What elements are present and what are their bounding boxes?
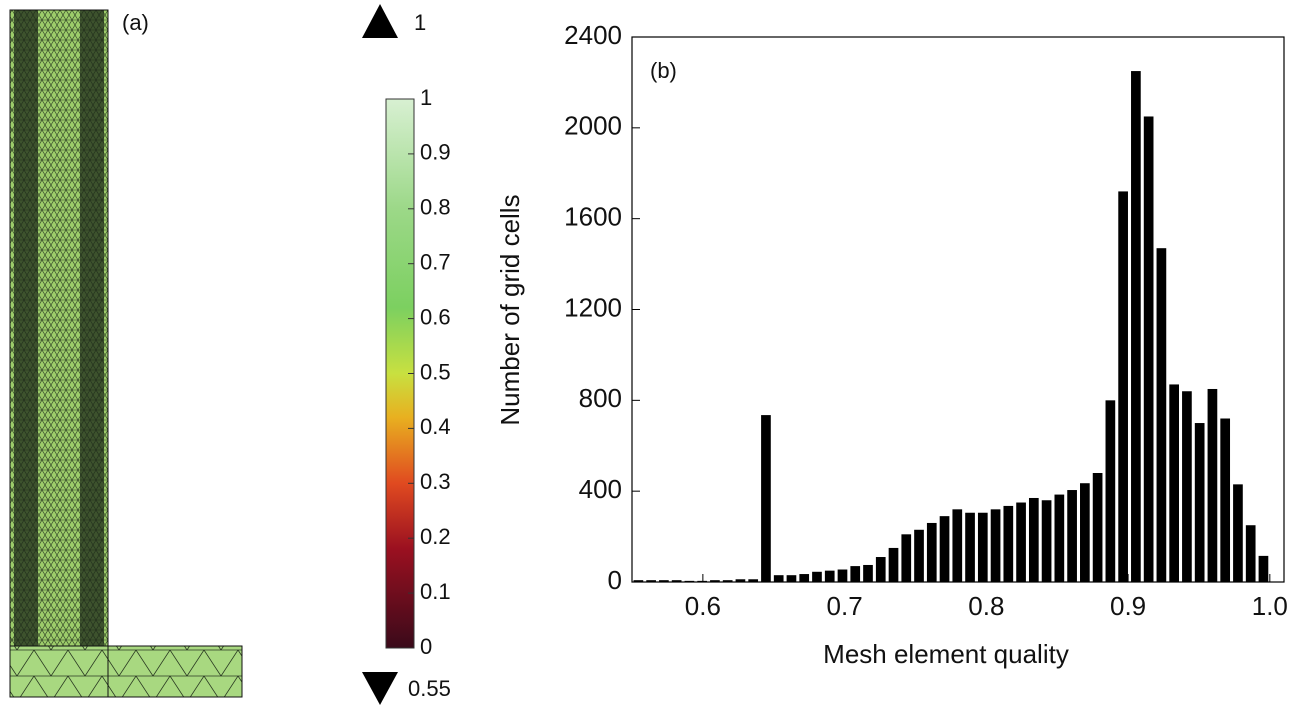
bar bbox=[773, 575, 784, 582]
bar bbox=[786, 575, 797, 582]
bar bbox=[926, 522, 937, 582]
x-tick-label: 0.9 bbox=[1110, 591, 1146, 621]
bar bbox=[1207, 388, 1218, 582]
bar bbox=[659, 580, 669, 582]
mesh-image bbox=[9, 9, 243, 698]
bar bbox=[710, 580, 720, 582]
bar bbox=[722, 580, 733, 582]
bar bbox=[1041, 500, 1052, 582]
colorbar-tick-label: 0.3 bbox=[420, 469, 451, 494]
colorbar-tick-label: 0.6 bbox=[420, 304, 451, 329]
bar bbox=[1028, 497, 1039, 582]
bar bbox=[1245, 525, 1256, 582]
bar bbox=[977, 512, 988, 582]
colorbar-tick-label: 0.8 bbox=[420, 195, 451, 220]
x-tick-label: 1.0 bbox=[1252, 591, 1288, 621]
colorbar-tick-label: 0.9 bbox=[420, 140, 451, 165]
bar bbox=[1016, 502, 1026, 582]
bar bbox=[761, 415, 771, 582]
bar bbox=[1220, 418, 1231, 582]
min-label: 0.55 bbox=[408, 676, 451, 701]
bar bbox=[1182, 391, 1192, 582]
bar bbox=[990, 509, 1001, 582]
colorbar-tick-label: 0.7 bbox=[420, 250, 451, 275]
bar bbox=[633, 580, 644, 582]
max-label: 1 bbox=[414, 10, 426, 35]
x-axis-label: Mesh element quality bbox=[823, 639, 1069, 669]
bar bbox=[824, 570, 835, 582]
bar bbox=[748, 579, 759, 582]
y-tick-label: 400 bbox=[579, 474, 622, 504]
colorbar-tick-label: 0.2 bbox=[420, 524, 451, 549]
bar bbox=[1194, 423, 1205, 582]
y-tick-label: 2000 bbox=[564, 111, 622, 141]
x-tick-label: 0.7 bbox=[827, 591, 863, 621]
bar bbox=[1143, 116, 1154, 583]
bar bbox=[1054, 494, 1065, 582]
bar bbox=[1169, 384, 1179, 582]
x-tick-label: 0.8 bbox=[968, 591, 1004, 621]
y-tick-label: 1600 bbox=[564, 202, 622, 232]
bar bbox=[697, 580, 708, 582]
bar bbox=[1067, 490, 1077, 582]
bar bbox=[799, 574, 810, 582]
bar bbox=[812, 571, 822, 582]
y-axis-label: Number of grid cells bbox=[495, 194, 525, 425]
y-tick-label: 1200 bbox=[564, 292, 622, 322]
bar bbox=[1080, 483, 1090, 582]
panel-label: (a) bbox=[122, 10, 149, 35]
x-tick-label: 0.6 bbox=[685, 591, 721, 621]
bar bbox=[863, 564, 873, 582]
bar bbox=[735, 579, 746, 582]
bar bbox=[875, 557, 886, 582]
bar bbox=[952, 509, 963, 582]
y-tick-label: 800 bbox=[579, 383, 622, 413]
colorbar-tick-label: 0.1 bbox=[420, 579, 451, 604]
annotation: (b) bbox=[650, 58, 677, 83]
colorbar-tick-label: 0.4 bbox=[420, 414, 451, 439]
max-marker bbox=[362, 4, 398, 38]
y-tick-label: 0 bbox=[608, 565, 622, 595]
bar bbox=[646, 580, 656, 582]
bar bbox=[1105, 400, 1116, 582]
bar bbox=[914, 529, 924, 582]
bar bbox=[1118, 191, 1128, 582]
bar bbox=[888, 547, 899, 582]
colorbar-tick-label: 0.5 bbox=[420, 359, 451, 384]
bar bbox=[1003, 505, 1014, 582]
bar bbox=[939, 516, 950, 582]
bar bbox=[1092, 473, 1103, 582]
colorbar-tick-label: 0 bbox=[420, 634, 432, 659]
y-tick-label: 2400 bbox=[564, 20, 622, 50]
bar bbox=[901, 534, 912, 582]
colorbar-tick-label: 1 bbox=[420, 85, 432, 110]
bar bbox=[1233, 484, 1243, 582]
bar bbox=[671, 580, 682, 582]
bar bbox=[1258, 555, 1269, 582]
bar bbox=[850, 566, 861, 582]
bar bbox=[965, 512, 975, 582]
bar bbox=[684, 580, 695, 582]
bar bbox=[1156, 248, 1167, 582]
bar bbox=[837, 569, 848, 582]
bar bbox=[1131, 71, 1141, 582]
min-marker bbox=[362, 672, 398, 705]
